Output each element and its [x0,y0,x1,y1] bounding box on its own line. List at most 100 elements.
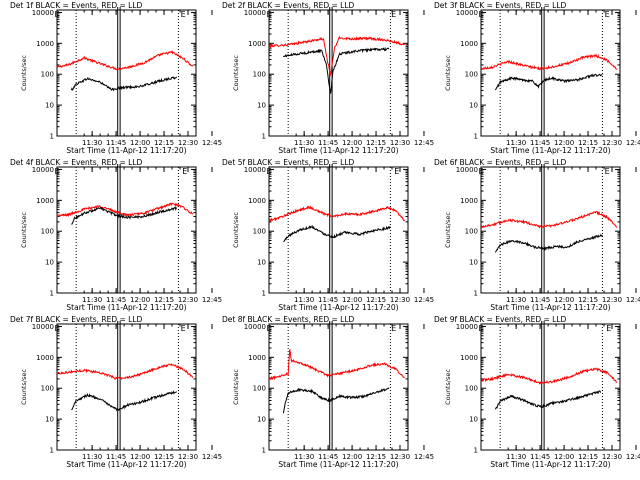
x-axis-label: Start Time (11-Apr-12 11:17:20) [490,303,610,312]
chart-title: Det 7f BLACK = Events, RED = LLD [10,315,143,324]
chart-title: Det 6f BLACK = Events, RED = LLD [434,158,567,167]
plot-frame [56,9,197,137]
x-tick-label: 11:45 [530,453,550,461]
x-axis-label: Start Time (11-Apr-12 11:17:20) [490,146,610,155]
y-tick-label: 1 [474,133,478,141]
y-tick-label: 10 [257,259,266,267]
chart-panel-5: Det 5f BLACK = Events, RED = LLD Counts/s… [222,158,434,312]
x-tick-label: 12:15 [578,139,598,147]
x-tick-label: 11:45 [318,139,338,147]
y-tick-label: 10000 [32,9,54,17]
x-tick-label: 12:45 [202,296,222,304]
x-tick-label: 12:45 [414,139,434,147]
y-tick-label: 10 [469,416,478,424]
x-tick-label: 11:45 [106,296,126,304]
y-tick-label: 10 [469,102,478,110]
y-tick-label: 100 [253,385,266,393]
x-tick-label: 12:00 [554,139,574,147]
y-tick-label: 10000 [456,323,478,331]
y-tick-label: 1 [474,447,478,455]
y-tick-label: 100 [465,228,478,236]
x-tick-label: 12:15 [578,453,598,461]
y-tick-label: 1000 [248,197,266,205]
chart-panel-2: Det 2f BLACK = Events, RED = LLD Counts/s… [222,1,434,155]
x-axis-label: Start Time (11-Apr-12 11:17:20) [66,460,186,469]
chart-title: Det 1f BLACK = Events, RED = LLD [10,1,143,10]
y-axis-label: Counts/sec [232,369,240,405]
x-tick-label: 12:00 [342,296,362,304]
x-tick-label: 12:15 [578,296,598,304]
lld-series-line [56,49,194,71]
y-tick-label: 100 [41,385,54,393]
y-tick-label: 10 [257,102,266,110]
y-tick-label: 1 [50,447,54,455]
y-tick-label: 1 [262,290,266,298]
x-tick-label: 12:00 [342,453,362,461]
events-series-line [283,46,390,94]
x-tick-label: 12:30 [178,139,198,147]
y-tick-label: 1000 [460,354,478,362]
y-tick-label: 10000 [244,323,266,331]
y-tick-label: 100 [465,385,478,393]
events-series-line [71,390,177,412]
x-tick-label: 12:45 [202,453,222,461]
y-axis-label: Counts/sec [20,55,28,91]
x-tick-label: 12:30 [178,296,198,304]
x-tick-label: 12:00 [554,453,574,461]
x-tick-label: 12:15 [154,139,174,147]
marker-label: E [266,167,271,176]
y-tick-label: 10 [469,259,478,267]
x-tick-label: 12:45 [414,453,434,461]
x-tick-label: 11:45 [318,296,338,304]
chart-title: Det 9f BLACK = Events, RED = LLD [434,315,567,324]
marker-label: E [266,10,271,19]
chart-title: Det 3f BLACK = Events, RED = LLD [434,1,567,10]
chart-panel-6: Det 6f BLACK = Events, RED = LLD Counts/s… [434,158,640,312]
x-tick-label: 11:30 [294,453,314,461]
x-tick-label: 12:00 [130,139,150,147]
x-axis-label: Start Time (11-Apr-12 11:17:20) [278,303,398,312]
plot-frame [268,166,409,294]
y-tick-label: 1 [50,290,54,298]
x-tick-label: 11:30 [82,453,102,461]
x-tick-label: 11:30 [294,296,314,304]
plot-frame [480,9,621,137]
plot-frame [56,166,197,294]
y-tick-label: 1 [262,447,266,455]
x-tick-label: 12:00 [342,139,362,147]
x-tick-label: 11:45 [318,453,338,461]
x-tick-label: 12:15 [366,453,386,461]
plot-frame [268,9,409,137]
y-tick-label: 10 [45,259,54,267]
x-tick-label: 11:30 [506,296,526,304]
y-tick-label: 1 [50,133,54,141]
x-tick-label: 12:30 [602,296,622,304]
lld-series-line [480,367,618,385]
chart-title: Det 5f BLACK = Events, RED = LLD [222,158,355,167]
y-tick-label: 100 [253,228,266,236]
y-axis-label: Counts/sec [20,369,28,405]
x-tick-label: 11:45 [530,296,550,304]
marker-label: E [394,167,399,176]
x-tick-label: 11:45 [106,453,126,461]
marker-label: E [181,10,186,19]
x-tick-label: 11:45 [106,139,126,147]
x-axis-label: Start Time (11-Apr-12 11:17:20) [278,146,398,155]
x-axis-label: Start Time (11-Apr-12 11:17:20) [278,460,398,469]
chart-title: Det 2f BLACK = Events, RED = LLD [222,1,355,10]
marker-label: E [478,10,483,19]
y-axis-label: Counts/sec [232,212,240,248]
x-tick-label: 12:45 [414,296,434,304]
y-axis-label: Counts/sec [444,212,452,248]
marker-label: E [606,324,611,333]
marker-label: E [54,324,59,333]
lld-series-line [480,53,618,71]
x-axis-label: Start Time (11-Apr-12 11:17:20) [66,303,186,312]
y-tick-label: 10000 [32,166,54,174]
marker-label: E [605,167,610,176]
marker-label: E [266,324,271,333]
marker-label: E [182,167,187,176]
plot-frame [268,323,409,451]
lld-series-line [480,210,618,229]
chart-panel-7: Det 7f BLACK = Events, RED = LLD Counts/s… [10,315,222,469]
